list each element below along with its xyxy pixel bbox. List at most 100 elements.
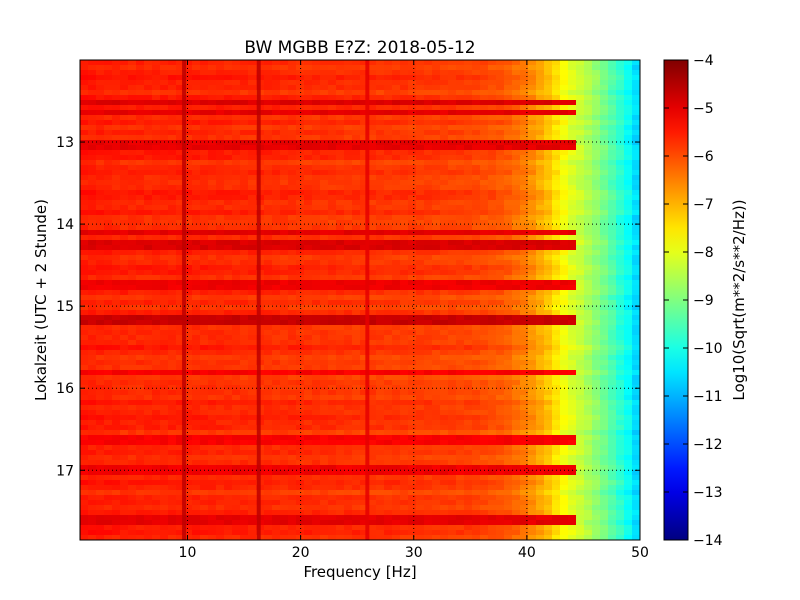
heatmap-cell bbox=[208, 310, 217, 316]
heatmap-cell bbox=[144, 175, 153, 181]
heatmap-cell bbox=[584, 260, 593, 266]
heatmap-cell bbox=[96, 220, 105, 226]
heatmap-cell bbox=[592, 335, 601, 341]
heatmap-cell bbox=[248, 90, 257, 96]
heatmap-cell bbox=[440, 115, 449, 121]
heatmap-cell bbox=[528, 70, 537, 76]
heatmap-cell bbox=[296, 360, 305, 366]
heatmap-cell bbox=[616, 200, 625, 206]
heatmap-cell bbox=[632, 140, 640, 146]
heatmap-cell bbox=[272, 90, 281, 96]
heatmap-cell bbox=[264, 180, 273, 186]
heatmap-cell bbox=[152, 150, 161, 156]
heatmap-cell bbox=[496, 255, 505, 261]
heatmap-cell bbox=[376, 115, 385, 121]
heatmap-cell bbox=[160, 190, 169, 196]
heatmap-cell bbox=[472, 90, 481, 96]
heatmap-cell bbox=[376, 280, 385, 286]
heatmap-cell bbox=[152, 75, 161, 81]
heatmap-cell bbox=[160, 170, 169, 176]
heatmap-cell bbox=[480, 190, 489, 196]
heatmap-cell bbox=[448, 145, 457, 151]
heatmap-cell bbox=[552, 135, 561, 141]
heatmap-cell bbox=[152, 285, 161, 291]
heatmap-cell bbox=[312, 275, 321, 281]
heatmap-cell bbox=[352, 390, 361, 396]
heatmap-cell bbox=[536, 255, 545, 261]
heatmap-cell bbox=[544, 115, 553, 121]
heatmap-cell bbox=[512, 210, 521, 216]
heatmap-cell bbox=[248, 160, 257, 166]
heatmap-cell bbox=[576, 265, 585, 271]
heatmap-cell bbox=[128, 335, 137, 341]
heatmap-cell bbox=[528, 240, 537, 246]
heatmap-cell bbox=[400, 95, 409, 101]
heatmap-cell bbox=[376, 275, 385, 281]
heatmap-cell bbox=[280, 345, 289, 351]
heatmap-cell bbox=[528, 365, 537, 371]
heatmap-cell bbox=[184, 110, 193, 116]
heatmap-cell bbox=[136, 160, 145, 166]
heatmap-cell bbox=[432, 315, 441, 321]
heatmap-cell bbox=[616, 395, 625, 401]
heatmap-cell bbox=[224, 80, 233, 86]
heatmap-cell bbox=[504, 350, 513, 356]
heatmap-cell bbox=[528, 200, 537, 206]
heatmap-cell bbox=[152, 65, 161, 71]
heatmap-cell bbox=[160, 105, 169, 111]
heatmap-cell bbox=[312, 70, 321, 76]
heatmap-cell bbox=[344, 70, 353, 76]
heatmap-cell bbox=[408, 295, 417, 301]
heatmap-cell bbox=[336, 265, 345, 271]
heatmap-cell bbox=[472, 225, 481, 231]
heatmap-cell bbox=[632, 355, 640, 361]
heatmap-cell bbox=[96, 195, 105, 201]
heatmap-cell bbox=[624, 295, 633, 301]
heatmap-cell bbox=[632, 100, 640, 106]
heatmap-cell bbox=[288, 210, 297, 216]
heatmap-cell bbox=[80, 275, 89, 281]
heatmap-cell bbox=[448, 140, 457, 146]
heatmap-cell bbox=[536, 105, 545, 111]
heatmap-cell bbox=[600, 120, 609, 126]
heatmap-cell bbox=[632, 345, 640, 351]
heatmap-cell bbox=[168, 225, 177, 231]
heatmap-cell bbox=[400, 230, 409, 236]
heatmap-cell bbox=[512, 85, 521, 91]
heatmap-cell bbox=[352, 330, 361, 336]
heatmap-cell bbox=[304, 405, 313, 411]
heatmap-cell bbox=[152, 270, 161, 276]
heatmap-cell bbox=[240, 250, 249, 256]
heatmap-cell bbox=[200, 220, 209, 226]
heatmap-cell bbox=[424, 100, 433, 106]
heatmap-cell bbox=[288, 380, 297, 386]
heatmap-cell bbox=[280, 170, 289, 176]
heatmap-cell bbox=[448, 270, 457, 276]
heatmap-cell bbox=[224, 200, 233, 206]
heatmap-cell bbox=[440, 150, 449, 156]
heatmap-cell bbox=[432, 175, 441, 181]
heatmap-cell bbox=[120, 380, 129, 386]
heatmap-cell bbox=[144, 205, 153, 211]
heatmap-cell bbox=[168, 165, 177, 171]
heatmap-cell bbox=[96, 105, 105, 111]
heatmap-cell bbox=[168, 75, 177, 81]
heatmap-cell bbox=[624, 130, 633, 136]
heatmap-cell bbox=[416, 150, 425, 156]
heatmap-cell bbox=[208, 185, 217, 191]
heatmap-cell bbox=[400, 280, 409, 286]
heatmap-cell bbox=[544, 325, 553, 331]
heatmap-cell bbox=[168, 250, 177, 256]
heatmap-cell bbox=[408, 145, 417, 151]
heatmap-cell bbox=[320, 300, 329, 306]
heatmap-cell bbox=[480, 255, 489, 261]
heatmap-cell bbox=[248, 140, 257, 146]
heatmap-cell bbox=[376, 60, 385, 66]
heatmap-cell bbox=[440, 320, 449, 326]
heatmap-cell bbox=[440, 120, 449, 126]
heatmap-cell bbox=[160, 250, 169, 256]
heatmap-cell bbox=[136, 125, 145, 131]
heatmap-cell bbox=[624, 240, 633, 246]
heatmap-cell bbox=[536, 235, 545, 241]
heatmap-cell bbox=[432, 80, 441, 86]
